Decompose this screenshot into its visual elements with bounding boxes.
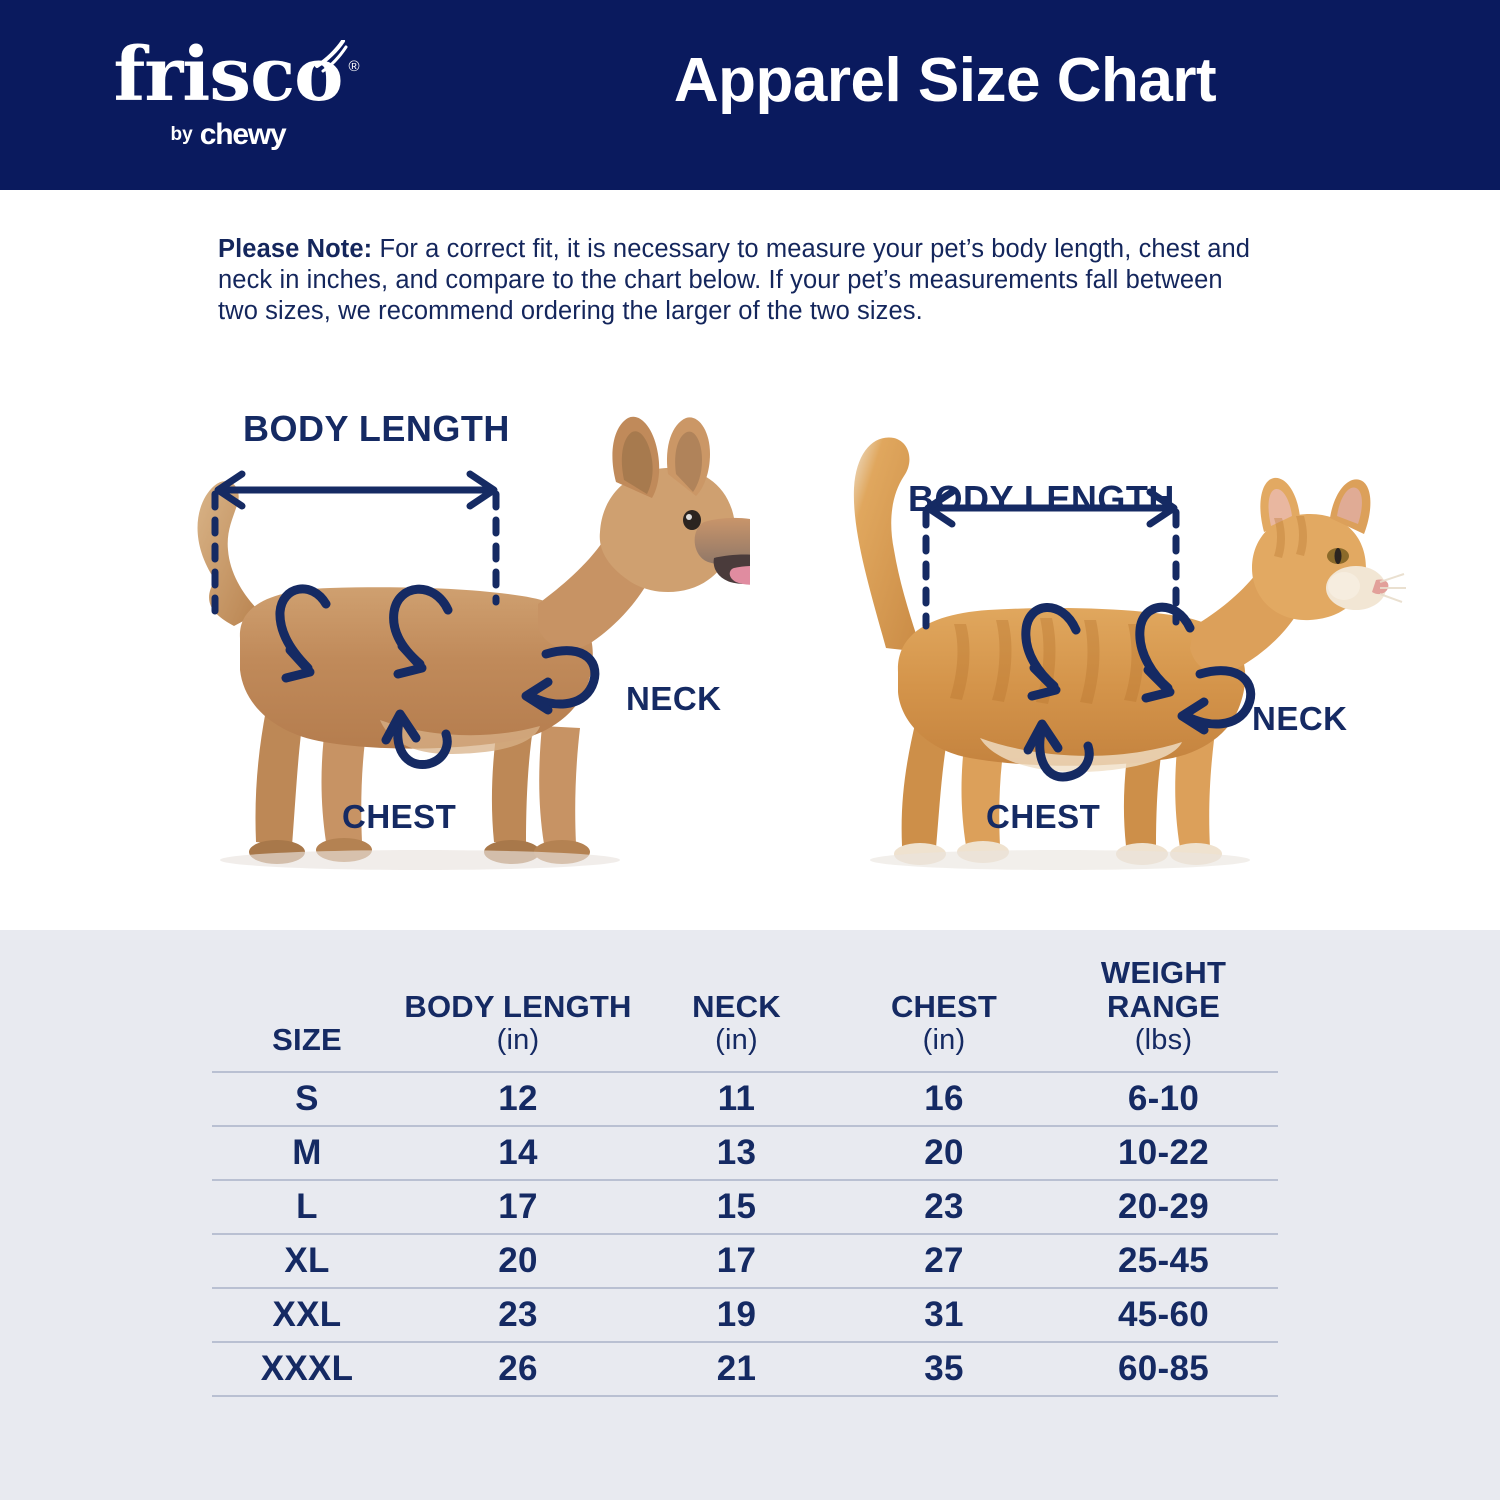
logo-byline: by chewy bbox=[78, 118, 378, 152]
column-header-chest-unit: (in) bbox=[922, 1024, 966, 1056]
cell-body-length: 12 bbox=[402, 1071, 634, 1126]
cell-chest: 31 bbox=[839, 1287, 1049, 1342]
cell-chest: 27 bbox=[839, 1233, 1049, 1288]
cat-body-length-label: BODY LENGTH bbox=[908, 478, 1175, 519]
dog-diagram: BODY LENGTH NECK CHEST bbox=[130, 390, 750, 930]
logo-chewy-text: chewy bbox=[199, 118, 287, 151]
header-band: frisco ® by chewy Apparel Size Chart bbox=[0, 0, 1500, 190]
cell-size: XXXL bbox=[212, 1341, 402, 1397]
frisco-logo: frisco ® by chewy bbox=[78, 38, 378, 168]
dog-illustration bbox=[197, 416, 750, 870]
cell-neck: 21 bbox=[634, 1341, 839, 1397]
cat-diagram: BODY LENGTH NECK CHEST bbox=[790, 390, 1410, 930]
size-table-section: SIZE BODY LENGTH (in) NECK (in) CHEST (i… bbox=[0, 930, 1500, 1500]
cell-neck: 19 bbox=[634, 1287, 839, 1342]
table-row: S 12 11 16 6-10 bbox=[212, 1071, 1278, 1126]
column-header-body-length-unit: (in) bbox=[496, 1024, 540, 1056]
size-table: SIZE BODY LENGTH (in) NECK (in) CHEST (i… bbox=[212, 952, 1278, 1397]
please-note-body: For a correct fit, it is necessary to me… bbox=[218, 235, 1251, 325]
table-row: L 17 15 23 20-29 bbox=[212, 1179, 1278, 1234]
cell-size: L bbox=[212, 1179, 402, 1234]
column-header-size-text: SIZE bbox=[272, 1022, 342, 1057]
column-header-body-length: BODY LENGTH (in) bbox=[402, 952, 634, 1072]
cat-neck-label: NECK bbox=[1252, 700, 1348, 737]
column-header-neck-unit: (in) bbox=[715, 1024, 758, 1056]
dog-chest-label: CHEST bbox=[342, 798, 457, 835]
dog-body-length-label: BODY LENGTH bbox=[243, 408, 510, 449]
cell-chest: 20 bbox=[839, 1125, 1049, 1180]
cell-size: S bbox=[212, 1071, 402, 1126]
cell-body-length: 26 bbox=[402, 1341, 634, 1397]
table-row: XXL 23 19 31 45-60 bbox=[212, 1287, 1278, 1342]
cell-neck: 17 bbox=[634, 1233, 839, 1288]
column-header-body-length-text: BODY LENGTH bbox=[404, 989, 632, 1024]
logo-by-text: by bbox=[170, 124, 193, 145]
measurement-diagrams: BODY LENGTH NECK CHEST bbox=[0, 390, 1500, 930]
cell-weight-range: 45-60 bbox=[1049, 1287, 1278, 1342]
cell-weight-range: 60-85 bbox=[1049, 1341, 1278, 1397]
cell-body-length: 20 bbox=[402, 1233, 634, 1288]
table-header-row: SIZE BODY LENGTH (in) NECK (in) CHEST (i… bbox=[212, 952, 1278, 1072]
column-header-weight-range-text: WEIGHT RANGE bbox=[1100, 955, 1227, 1024]
cell-chest: 35 bbox=[839, 1341, 1049, 1397]
cell-body-length: 23 bbox=[402, 1287, 634, 1342]
swoosh-icon bbox=[314, 40, 347, 73]
cell-weight-range: 25-45 bbox=[1049, 1233, 1278, 1288]
page-title: Apparel Size Chart bbox=[673, 46, 1217, 115]
please-note-text: Please Note: For a correct fit, it is ne… bbox=[218, 234, 1253, 327]
registered-trademark-icon: ® bbox=[348, 58, 359, 75]
column-header-neck: NECK (in) bbox=[634, 952, 839, 1072]
cell-body-length: 17 bbox=[402, 1179, 634, 1234]
column-header-weight-range: WEIGHT RANGE (lbs) bbox=[1049, 952, 1278, 1072]
cell-neck: 11 bbox=[634, 1071, 839, 1126]
column-header-weight-range-unit: (lbs) bbox=[1134, 1024, 1193, 1056]
dog-neck-label: NECK bbox=[626, 680, 722, 717]
column-header-chest-text: CHEST bbox=[890, 989, 998, 1024]
cell-chest: 23 bbox=[839, 1179, 1049, 1234]
cell-neck: 13 bbox=[634, 1125, 839, 1180]
cell-weight-range: 20-29 bbox=[1049, 1179, 1278, 1234]
table-row: XL 20 17 27 25-45 bbox=[212, 1233, 1278, 1288]
cat-chest-label: CHEST bbox=[986, 798, 1101, 835]
please-note-label: Please Note: bbox=[218, 235, 373, 263]
cell-size: XXL bbox=[212, 1287, 402, 1342]
cat-illustration bbox=[853, 437, 1406, 870]
logo-wordmark-text: frisco bbox=[113, 32, 343, 118]
table-row: XXXL 26 21 35 60-85 bbox=[212, 1341, 1278, 1397]
cell-weight-range: 6-10 bbox=[1049, 1071, 1278, 1126]
cell-size: XL bbox=[212, 1233, 402, 1288]
table-row: M 14 13 20 10-22 bbox=[212, 1125, 1278, 1180]
size-table-body: S 12 11 16 6-10 M 14 13 20 10-22 L 17 15 23 20-29 XL 20 1… bbox=[212, 1071, 1278, 1397]
cell-body-length: 14 bbox=[402, 1125, 634, 1180]
cell-neck: 15 bbox=[634, 1179, 839, 1234]
cell-weight-range: 10-22 bbox=[1049, 1125, 1278, 1180]
column-header-chest: CHEST (in) bbox=[839, 952, 1049, 1072]
column-header-neck-text: NECK bbox=[692, 989, 781, 1024]
column-header-size: SIZE bbox=[212, 952, 402, 1072]
cell-size: M bbox=[212, 1125, 402, 1180]
logo-wordmark: frisco ® bbox=[113, 38, 359, 112]
cell-chest: 16 bbox=[839, 1071, 1049, 1126]
